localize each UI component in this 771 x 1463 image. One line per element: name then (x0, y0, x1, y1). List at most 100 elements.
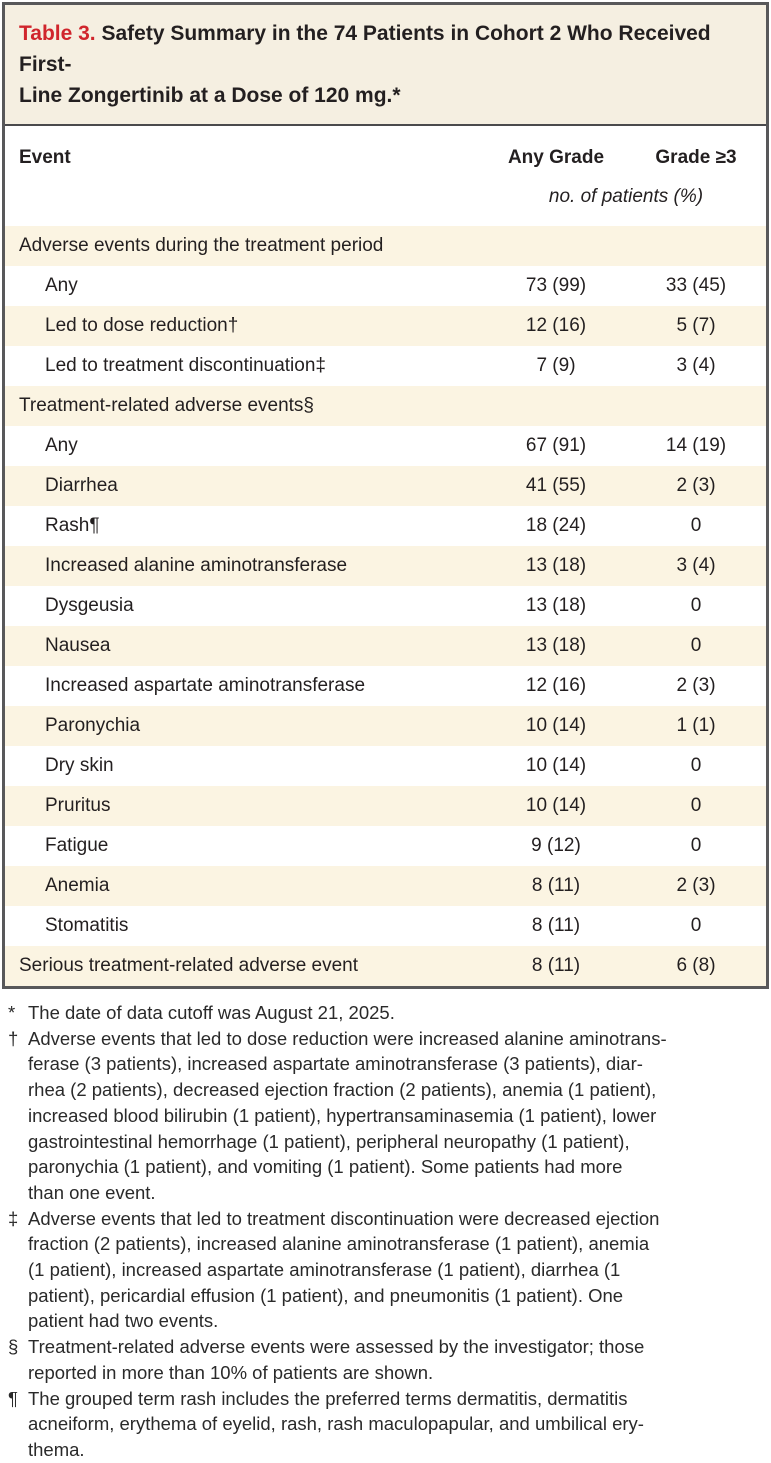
table-row: Led to dose reduction† 12 (16) 5 (7) (5, 306, 766, 346)
event-cell: Nausea (45, 635, 111, 656)
header-row: Event Any Grade Grade ≥3 (5, 126, 766, 173)
footnotes: * The date of data cutoff was August 21,… (0, 989, 771, 1463)
any-grade-cell: 8 (11) (531, 955, 581, 976)
table-row: Serious treatment-related adverse event … (5, 946, 766, 986)
grade-ge3-cell: 0 (690, 835, 702, 856)
grade-ge3-cell: 0 (690, 515, 702, 536)
units-spacer (5, 173, 486, 226)
event-cell: Stomatitis (45, 915, 129, 936)
table-card: Table 3. Safety Summary in the 74 Patien… (2, 2, 769, 989)
grade-ge3-cell: 1 (1) (676, 715, 716, 736)
footnote-text: Treatment-related adverse events were as… (28, 1336, 645, 1383)
table-row: Increased aspartate aminotransferase 12 … (5, 666, 766, 706)
grade-ge3-cell: 2 (3) (676, 475, 716, 496)
footnote-text: Adverse events that led to treatment dis… (28, 1207, 660, 1332)
table-row: Rash¶ 18 (24) 0 (5, 506, 766, 546)
any-grade-cell: 12 (16) (525, 315, 587, 336)
table-row: Dysgeusia 13 (18) 0 (5, 586, 766, 626)
event-cell: Adverse events during the treatment peri… (19, 235, 384, 256)
any-grade-cell: 7 (9) (536, 355, 576, 376)
footnote: ‡ Adverse events that led to treatment d… (8, 1206, 767, 1335)
units-note: no. of patients (%) (548, 186, 704, 207)
table-row: Stomatitis 8 (11) 0 (5, 906, 766, 946)
grade-ge3-cell: 3 (4) (676, 555, 716, 576)
grade-ge3-cell: 14 (19) (665, 435, 727, 456)
event-cell: Increased aspartate aminotransferase (45, 675, 366, 696)
grade-ge3-cell: 5 (7) (676, 315, 716, 336)
event-cell: Led to dose reduction† (45, 315, 239, 336)
event-cell: Any (45, 435, 78, 456)
any-grade-cell: 9 (12) (531, 835, 581, 856)
event-cell: Fatigue (45, 835, 109, 856)
table-row: Treatment-related adverse events§ (5, 386, 766, 426)
event-cell: Paronychia (45, 715, 141, 736)
event-cell: Treatment-related adverse events§ (19, 395, 315, 416)
any-grade-cell: 12 (16) (525, 675, 587, 696)
event-cell: Dysgeusia (45, 595, 134, 616)
table-row: Diarrhea 41 (55) 2 (3) (5, 466, 766, 506)
grade-ge3-cell (626, 226, 766, 266)
table-row: Paronychia 10 (14) 1 (1) (5, 706, 766, 746)
any-grade-cell: 8 (11) (531, 915, 581, 936)
any-grade-cell: 8 (11) (531, 875, 581, 896)
grade-ge3-cell: 33 (45) (665, 275, 727, 296)
any-grade-cell: 13 (18) (525, 595, 587, 616)
column-header-event: Event (19, 147, 71, 168)
grade-ge3-cell: 0 (690, 915, 702, 936)
grade-ge3-cell: 2 (3) (676, 675, 716, 696)
table-row: Adverse events during the treatment peri… (5, 226, 766, 266)
footnote-symbol: † (8, 1027, 19, 1049)
table-row: Led to treatment discontinuation‡ 7 (9) … (5, 346, 766, 386)
any-grade-cell: 10 (14) (525, 795, 587, 816)
table-title: Table 3. Safety Summary in the 74 Patien… (5, 5, 766, 126)
table-row: Nausea 13 (18) 0 (5, 626, 766, 666)
footnote-symbol: ¶ (8, 1387, 18, 1409)
any-grade-cell (486, 226, 626, 266)
any-grade-cell (486, 386, 626, 426)
grade-ge3-cell: 3 (4) (676, 355, 716, 376)
table-title-text: Safety Summary in the 74 Patients in Coh… (19, 22, 711, 107)
table-row: Increased alanine aminotransferase 13 (1… (5, 546, 766, 586)
footnote: § Treatment-related adverse events were … (8, 1334, 767, 1385)
table-title-label: Table 3. (19, 22, 96, 45)
grade-ge3-cell: 0 (690, 755, 702, 776)
grade-ge3-cell (626, 386, 766, 426)
any-grade-cell: 18 (24) (525, 515, 587, 536)
table-row: Pruritus 10 (14) 0 (5, 786, 766, 826)
footnote-text: Adverse events that led to dose reductio… (28, 1027, 667, 1203)
footnote: † Adverse events that led to dose reduct… (8, 1026, 767, 1206)
table-row: Anemia 8 (11) 2 (3) (5, 866, 766, 906)
grade-ge3-cell: 0 (690, 635, 702, 656)
column-header-grade-ge3: Grade ≥3 (655, 147, 737, 168)
table-row: Dry skin 10 (14) 0 (5, 746, 766, 786)
event-cell: Rash¶ (45, 515, 100, 536)
footnote-symbol: ‡ (8, 1207, 19, 1229)
any-grade-cell: 41 (55) (525, 475, 587, 496)
units-row: no. of patients (%) (5, 173, 766, 226)
grade-ge3-cell: 6 (8) (676, 955, 716, 976)
event-cell: Diarrhea (45, 475, 118, 496)
footnote-text: The grouped term rash includes the prefe… (28, 1387, 644, 1460)
column-header-any-grade: Any Grade (507, 147, 605, 168)
event-cell: Any (45, 275, 78, 296)
footnote-symbol: * (8, 1002, 16, 1023)
grade-ge3-cell: 2 (3) (676, 875, 716, 896)
event-cell: Increased alanine aminotransferase (45, 555, 348, 576)
event-cell: Pruritus (45, 795, 111, 816)
table-row: Any 73 (99) 33 (45) (5, 266, 766, 306)
any-grade-cell: 73 (99) (525, 275, 587, 296)
any-grade-cell: 67 (91) (525, 435, 587, 456)
any-grade-cell: 10 (14) (525, 715, 587, 736)
footnote: ¶ The grouped term rash includes the pre… (8, 1386, 767, 1463)
any-grade-cell: 10 (14) (525, 755, 587, 776)
table-row: Fatigue 9 (12) 0 (5, 826, 766, 866)
footnote-text: The date of data cutoff was August 21, 2… (28, 1002, 395, 1023)
event-cell: Anemia (45, 875, 110, 896)
safety-summary-table: Event Any Grade Grade ≥3 no. of patients… (5, 126, 766, 986)
grade-ge3-cell: 0 (690, 795, 702, 816)
any-grade-cell: 13 (18) (525, 555, 587, 576)
footnote-symbol: § (8, 1336, 19, 1358)
table-row: Any 67 (91) 14 (19) (5, 426, 766, 466)
event-cell: Serious treatment-related adverse event (19, 955, 359, 976)
